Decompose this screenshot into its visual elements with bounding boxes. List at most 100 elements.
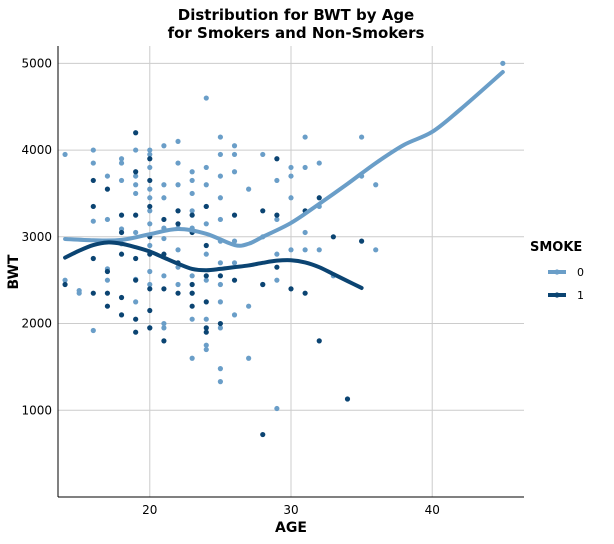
- data-point-smoke-0: [90, 147, 96, 153]
- data-point-smoke-1: [118, 251, 125, 257]
- data-point-smoke-0: [118, 160, 125, 166]
- data-point-smoke-1: [274, 212, 280, 218]
- data-point-smoke-0: [175, 160, 181, 166]
- legend-title: SMOKE: [530, 240, 582, 255]
- data-point-smoke-0: [274, 216, 280, 223]
- data-point-smoke-0: [161, 320, 167, 327]
- x-tick-label: 20: [142, 503, 157, 517]
- data-point-smoke-1: [260, 281, 266, 288]
- data-point-smoke-1: [161, 286, 167, 292]
- data-point-smoke-0: [189, 273, 195, 279]
- data-point-smoke-0: [189, 169, 195, 175]
- data-point-smoke-1: [133, 255, 139, 262]
- data-point-smoke-0: [203, 251, 209, 257]
- data-point-smoke-0: [359, 134, 365, 140]
- data-point-smoke-1: [90, 255, 96, 262]
- legend-entries: 01: [548, 266, 584, 302]
- chart-title: Distribution for BWT by Age: [178, 6, 414, 24]
- data-point-smoke-1: [203, 329, 209, 335]
- data-point-smoke-0: [217, 151, 223, 158]
- data-point-smoke-1: [203, 273, 209, 279]
- data-point-smoke-0: [161, 235, 167, 242]
- data-point-smoke-0: [161, 143, 167, 149]
- x-tick-label: 30: [283, 503, 298, 517]
- data-point-smoke-1: [344, 396, 351, 402]
- data-point-smoke-1: [161, 338, 167, 344]
- data-point-smoke-0: [147, 242, 153, 249]
- data-point-smoke-0: [76, 290, 82, 296]
- data-point-smoke-0: [203, 182, 209, 188]
- data-point-smoke-1: [133, 169, 139, 175]
- data-point-smoke-1: [118, 294, 125, 301]
- data-point-smoke-1: [147, 156, 153, 162]
- data-point-smoke-1: [175, 221, 181, 227]
- data-point-smoke-0: [217, 195, 223, 201]
- data-point-smoke-1: [104, 303, 111, 309]
- data-point-smoke-1: [147, 307, 153, 314]
- data-point-smoke-1: [161, 216, 167, 223]
- data-point-smoke-0: [217, 216, 223, 223]
- data-point-smoke-0: [203, 277, 209, 283]
- data-point-smoke-0: [161, 273, 167, 279]
- data-point-smoke-1: [147, 203, 153, 210]
- data-point-smoke-0: [288, 247, 294, 253]
- data-point-smoke-0: [161, 195, 167, 201]
- data-point-smoke-0: [302, 164, 308, 171]
- data-point-smoke-1: [118, 312, 125, 318]
- legend: SMOKE 01: [530, 240, 584, 302]
- data-point-smoke-1: [330, 234, 336, 240]
- data-point-smoke-0: [175, 247, 181, 253]
- data-point-smoke-0: [133, 173, 139, 179]
- data-points: [62, 60, 506, 438]
- data-point-smoke-1: [217, 273, 223, 279]
- legend-key-point-0: [554, 269, 560, 275]
- y-tick-label: 1000: [21, 403, 52, 417]
- data-point-smoke-0: [90, 327, 96, 334]
- data-point-smoke-0: [104, 173, 111, 179]
- smooth-curve-smoke-0: [63, 70, 505, 248]
- data-point-smoke-0: [133, 229, 139, 236]
- data-point-smoke-1: [189, 290, 195, 296]
- data-point-smoke-1: [175, 290, 181, 296]
- data-point-smoke-0: [147, 281, 153, 288]
- data-point-smoke-0: [133, 190, 139, 197]
- data-point-smoke-0: [288, 173, 294, 179]
- data-point-smoke-0: [288, 195, 294, 201]
- data-point-smoke-0: [231, 238, 238, 244]
- data-point-smoke-1: [104, 290, 111, 296]
- data-point-smoke-1: [104, 268, 111, 275]
- y-tick-label: 2000: [21, 317, 52, 331]
- data-point-smoke-0: [274, 405, 280, 412]
- data-point-smoke-0: [161, 325, 167, 331]
- data-point-smoke-0: [203, 346, 209, 353]
- x-tick-labels: 20 30 40: [142, 503, 440, 517]
- data-point-smoke-0: [231, 312, 238, 318]
- data-point-smoke-0: [217, 299, 223, 305]
- data-point-smoke-0: [90, 218, 96, 224]
- data-point-smoke-0: [217, 379, 223, 385]
- data-point-smoke-1: [133, 212, 139, 218]
- data-point-smoke-1: [147, 177, 153, 184]
- data-point-smoke-0: [147, 268, 153, 275]
- y-tick-label: 5000: [21, 56, 52, 70]
- data-point-smoke-0: [147, 221, 153, 227]
- data-point-smoke-0: [189, 177, 195, 184]
- data-point-smoke-1: [260, 208, 266, 214]
- data-point-smoke-1: [203, 325, 209, 331]
- data-point-smoke-0: [203, 164, 209, 171]
- data-point-smoke-0: [90, 160, 96, 166]
- data-point-smoke-0: [175, 138, 181, 145]
- data-point-smoke-0: [203, 95, 209, 101]
- data-point-smoke-0: [175, 281, 181, 288]
- data-point-smoke-0: [217, 173, 223, 179]
- data-point-smoke-0: [231, 151, 238, 158]
- data-point-smoke-1: [90, 203, 96, 210]
- y-tick-label: 4000: [21, 143, 52, 157]
- data-point-smoke-0: [246, 355, 252, 361]
- data-point-smoke-0: [147, 195, 153, 201]
- data-point-smoke-0: [246, 186, 252, 192]
- data-point-smoke-0: [373, 182, 379, 188]
- data-point-smoke-0: [203, 316, 209, 322]
- data-point-smoke-1: [260, 431, 266, 438]
